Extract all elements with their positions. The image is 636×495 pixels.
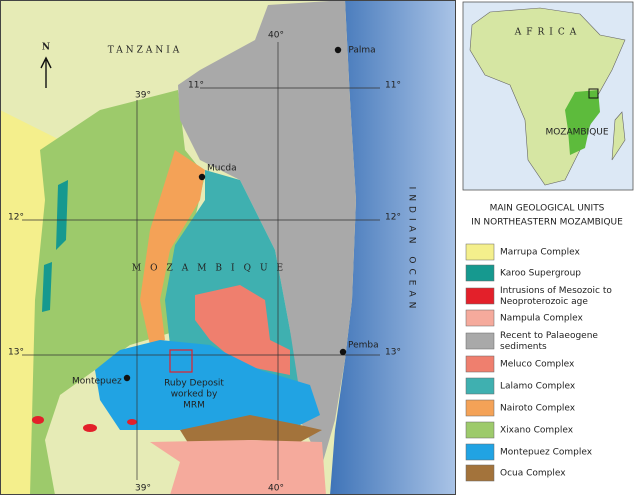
legend-label: Nampula Complex xyxy=(500,314,583,324)
legend: MAIN GEOLOGICAL UNITS IN NORTHEASTERN MOZ… xyxy=(465,204,623,482)
madagascar-shape xyxy=(611,111,626,161)
grid-label: 13° xyxy=(8,348,24,358)
city-dot xyxy=(123,374,131,382)
nampula-area xyxy=(150,440,326,495)
legend-label: Xixano Complex xyxy=(500,426,574,436)
nairoto-area xyxy=(140,150,205,345)
legend-swatch xyxy=(465,332,495,350)
meluco-area xyxy=(195,285,290,375)
grid-label: 12° xyxy=(385,213,401,223)
legend-swatch xyxy=(465,443,495,461)
inset-label: AFRICA xyxy=(514,28,581,38)
mozambique-shape xyxy=(565,90,600,155)
legend-title: IN NORTHEASTERN MOZAMBIQUE xyxy=(471,218,623,228)
country-label: TANZANIA xyxy=(108,46,183,56)
intrusion xyxy=(83,424,97,432)
legend-label: Marrupa Complex xyxy=(500,248,580,258)
country-label: MOZAMBIQUE xyxy=(132,264,292,274)
ocua-area xyxy=(180,415,322,446)
grid-label: 39° xyxy=(135,91,151,101)
inset-map xyxy=(462,1,634,191)
legend-swatch xyxy=(465,264,495,282)
grid-label: 12° xyxy=(8,213,24,223)
legend-label: Neoproterozoic age xyxy=(500,297,588,307)
legend-label: Montepuez Complex xyxy=(500,448,593,458)
ruby-deposit-label: MRM xyxy=(183,401,205,411)
north-label: N xyxy=(42,43,50,53)
graticule xyxy=(22,42,380,480)
north-arrow-head xyxy=(40,56,52,69)
city-label: Montepuez xyxy=(72,377,122,387)
legend-swatch xyxy=(465,377,495,395)
city-label: Pemba xyxy=(348,341,379,351)
legend-label: Intrusions of Mesozoic to xyxy=(500,286,612,296)
africa-shape xyxy=(469,7,626,186)
karoo-area xyxy=(42,180,68,312)
legend-swatch xyxy=(465,309,495,327)
sediments-area xyxy=(178,0,356,465)
grid-label: 40° xyxy=(268,31,284,41)
legend-label: sediments xyxy=(500,342,547,352)
legend-label: Meluco Complex xyxy=(500,360,575,370)
legend-title: MAIN GEOLOGICAL UNITS xyxy=(490,204,605,214)
city-dot xyxy=(334,46,342,54)
intrusion xyxy=(127,419,137,425)
legend-label: Nairoto Complex xyxy=(500,404,576,414)
inset-label: MOZAMBIQUE xyxy=(545,128,608,138)
xixano-area xyxy=(30,90,205,495)
legend-label: Ocua Complex xyxy=(500,469,566,479)
ruby-deposit-label: Ruby Deposit xyxy=(164,379,224,389)
ocean-label: INDIAN OCEAN xyxy=(407,187,417,314)
ruby-deposit-label: worked by xyxy=(171,390,218,400)
grid-label: 11° xyxy=(385,81,401,91)
legend-swatch xyxy=(465,287,495,305)
legend-swatch xyxy=(465,464,495,482)
legend-label: Recent to Palaeogene xyxy=(500,331,598,341)
legend-swatch xyxy=(465,355,495,373)
city-label: Palma xyxy=(348,46,375,56)
main-map xyxy=(0,0,455,495)
grid-label: 13° xyxy=(385,348,401,358)
ocean xyxy=(330,0,455,495)
city-dot xyxy=(198,173,206,181)
grid-label: 39° xyxy=(135,484,151,494)
legend-swatch xyxy=(465,243,495,261)
legend-label: Lalamo Complex xyxy=(500,382,576,392)
labels: TANZANIA MOZAMBIQUE INDIAN OCEAN N 40° 39° 11°… xyxy=(8,28,609,494)
legend-label: Karoo Supergroup xyxy=(500,269,581,279)
intrusions xyxy=(32,416,137,432)
city-dot xyxy=(339,348,347,356)
legend-swatch xyxy=(465,421,495,439)
grid-label: 40° xyxy=(268,484,284,494)
study-area-box xyxy=(588,88,599,99)
intrusion xyxy=(32,416,44,424)
ruby-deposit-box xyxy=(169,349,193,373)
legend-swatch xyxy=(465,399,495,417)
montepuez-area xyxy=(95,340,320,430)
grid-label: 11° xyxy=(188,81,204,91)
city-label: Mucda xyxy=(207,164,237,174)
